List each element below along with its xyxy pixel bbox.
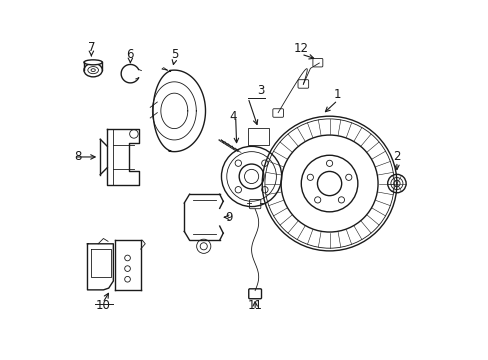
- Text: 5: 5: [170, 48, 178, 62]
- Text: 10: 10: [95, 299, 110, 312]
- Bar: [247, 128, 268, 145]
- Text: 9: 9: [224, 211, 232, 224]
- Text: 11: 11: [247, 298, 262, 312]
- Ellipse shape: [84, 60, 102, 65]
- Text: 1: 1: [333, 89, 341, 102]
- Text: 3: 3: [257, 84, 264, 97]
- Text: 7: 7: [87, 41, 95, 54]
- Text: 2: 2: [392, 150, 400, 163]
- Text: 12: 12: [293, 42, 308, 55]
- Text: 4: 4: [229, 110, 236, 123]
- Text: 8: 8: [74, 150, 81, 163]
- Text: 6: 6: [126, 48, 134, 61]
